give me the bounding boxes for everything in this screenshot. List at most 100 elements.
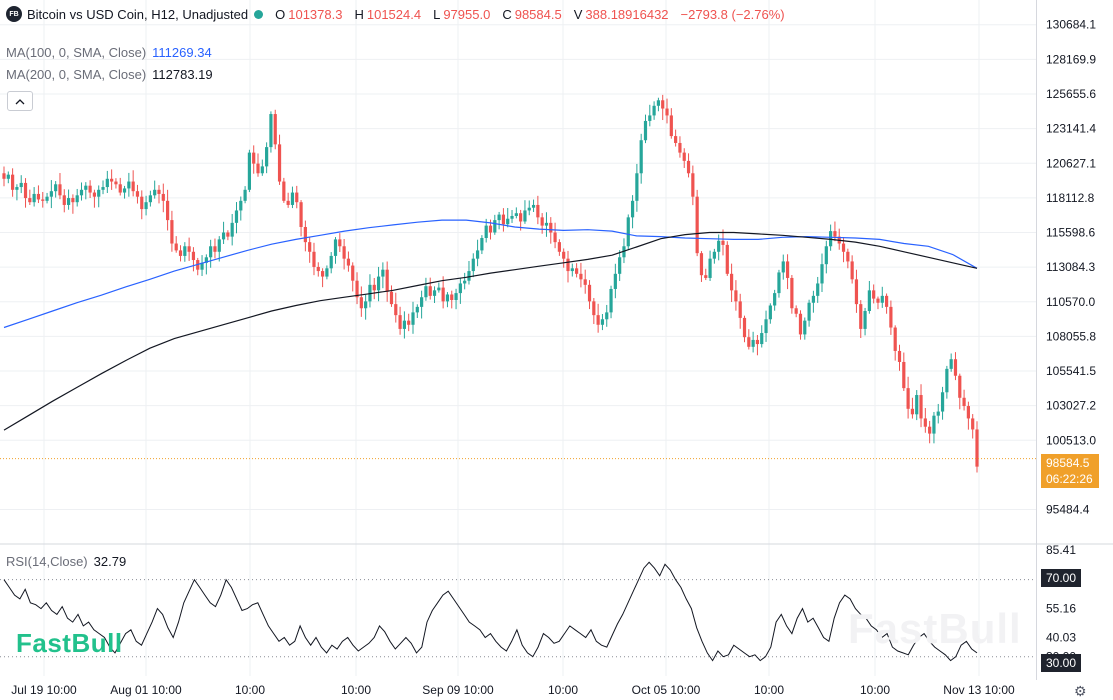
candle-body xyxy=(587,284,592,302)
candle-body xyxy=(385,269,389,292)
candle-body xyxy=(389,291,394,305)
candle-body xyxy=(596,315,600,325)
candle-body xyxy=(850,261,854,280)
rsi-lower-tag: 30.00 xyxy=(1041,654,1081,672)
market-status-icon xyxy=(254,9,264,19)
collapse-legend-button[interactable] xyxy=(7,91,33,111)
candle-body xyxy=(867,290,871,312)
candle-body xyxy=(303,226,307,243)
candle-body xyxy=(217,239,221,252)
candle-body xyxy=(325,268,329,277)
candle-body xyxy=(230,222,234,237)
time-tick-label: Jul 19 10:00 xyxy=(11,683,77,697)
candle-body xyxy=(876,298,880,303)
candle-body xyxy=(656,100,661,106)
candle-body xyxy=(79,189,84,196)
candle-body xyxy=(678,142,682,153)
candle-body xyxy=(884,295,889,307)
candle-body xyxy=(97,189,101,197)
close-label: C xyxy=(502,6,512,22)
candle-body xyxy=(488,225,493,233)
candle-body xyxy=(140,196,144,210)
candle-body xyxy=(872,290,876,299)
candle-body xyxy=(829,231,833,247)
candle-body xyxy=(820,264,824,284)
symbol-title[interactable]: Bitcoin vs USD Coin, H12, Unadjusted xyxy=(27,6,249,22)
price-tick-label: 113084.3 xyxy=(1046,260,1095,274)
price-tick-label: 115598.6 xyxy=(1046,226,1095,240)
candle-body xyxy=(450,294,454,300)
candle-body xyxy=(445,294,450,302)
gear-icon[interactable]: ⚙ xyxy=(1074,683,1087,699)
high-value: 101524.4 xyxy=(366,6,422,22)
candle-body xyxy=(841,243,846,252)
candle-body xyxy=(747,337,751,347)
candle-body xyxy=(674,136,678,143)
candle-body xyxy=(699,253,704,276)
candle-body xyxy=(562,251,566,259)
candle-body xyxy=(316,266,320,272)
candle-body xyxy=(592,301,596,316)
candle-body xyxy=(312,251,316,267)
candle-body xyxy=(928,426,932,434)
change-value: −2793.8 (−2.76%) xyxy=(680,6,785,22)
price-tick-label: 108055.8 xyxy=(1046,329,1096,343)
time-tick-label: 10:00 xyxy=(235,683,265,697)
candle-body xyxy=(110,178,114,182)
price-tick-label: 103027.2 xyxy=(1046,399,1096,413)
candle-body xyxy=(897,350,902,362)
candle-body xyxy=(239,200,243,211)
candle-body xyxy=(635,173,639,201)
candle-body xyxy=(256,163,260,174)
candle-body xyxy=(704,275,708,278)
close-value: 98584.5 xyxy=(514,6,562,22)
candle-body xyxy=(234,210,239,223)
candle-body xyxy=(665,108,669,116)
candle-body xyxy=(131,181,135,192)
time-tick-label: Aug 01 10:00 xyxy=(110,683,182,697)
candle-body xyxy=(2,173,6,179)
candle-body xyxy=(243,189,247,201)
candle-body xyxy=(15,187,19,190)
ma200-legend[interactable]: MA(200, 0, SMA, Close) 112783.19 xyxy=(6,67,213,82)
candle-body xyxy=(794,308,798,314)
candle-body xyxy=(213,246,217,252)
ma100-legend[interactable]: MA(100, 0, SMA, Close) 111269.34 xyxy=(6,45,212,60)
candle-body xyxy=(295,192,299,203)
candle-body xyxy=(519,213,523,222)
candle-body xyxy=(191,251,196,261)
candle-body xyxy=(497,214,501,221)
candle-body xyxy=(398,315,402,329)
rsi-value: 32.79 xyxy=(93,554,127,569)
candle-body xyxy=(975,429,979,467)
candle-body xyxy=(66,198,71,205)
candle-body xyxy=(742,317,747,338)
candle-body xyxy=(269,114,273,148)
candle-body xyxy=(523,210,527,222)
candle-body xyxy=(906,388,910,409)
candle-body xyxy=(23,182,28,199)
ma200-value: 112783.19 xyxy=(152,67,213,82)
candle-body xyxy=(510,215,514,219)
price-tick-label: 123141.4 xyxy=(1046,122,1096,136)
rsi-legend[interactable]: RSI(14,Close) 32.79 xyxy=(6,554,126,569)
ma200-line xyxy=(3,231,978,431)
candle-body xyxy=(183,246,187,256)
candle-body xyxy=(135,191,140,197)
candle-body xyxy=(661,100,665,109)
candle-body xyxy=(174,243,178,251)
candle-body xyxy=(557,242,561,252)
candle-body xyxy=(475,250,480,259)
candle-body xyxy=(790,277,794,309)
candle-body xyxy=(893,327,897,351)
candle-body xyxy=(919,395,923,419)
candle-body xyxy=(178,250,183,256)
candle-body xyxy=(428,286,432,296)
candle-body xyxy=(613,273,617,289)
ma100-line xyxy=(3,219,978,329)
time-tick-label: Oct 05 10:00 xyxy=(632,683,701,697)
candle-body xyxy=(669,115,673,137)
candle-body xyxy=(290,192,295,205)
price-tick-label: 128169.9 xyxy=(1046,52,1096,66)
